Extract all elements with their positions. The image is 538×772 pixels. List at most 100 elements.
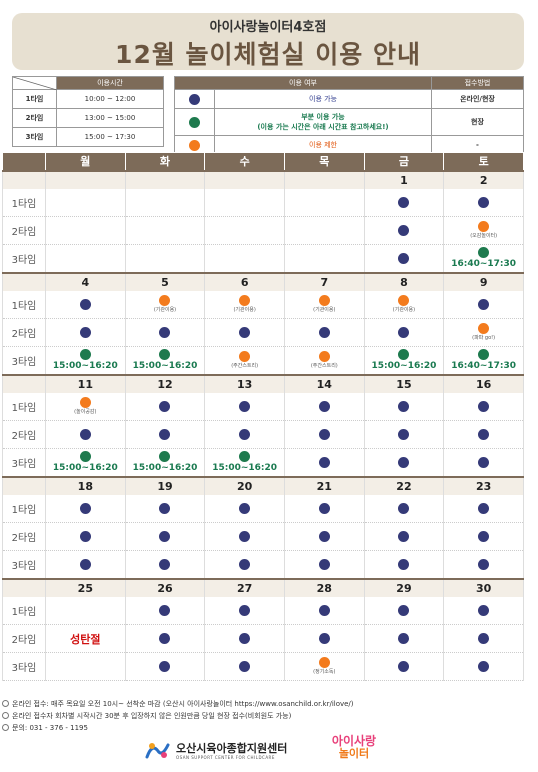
slot-label: 2타임 bbox=[2, 522, 46, 551]
slot-cell bbox=[363, 652, 445, 681]
slot-time: 15:00~16:20 bbox=[52, 462, 118, 473]
date-cell: 29 bbox=[363, 577, 445, 597]
slot-cell: 15:00~16:20 bbox=[45, 346, 126, 375]
slot-cell bbox=[204, 216, 285, 245]
slot-label: 3타임 bbox=[2, 346, 46, 375]
slot-cell bbox=[283, 596, 365, 625]
time-label: 1타임 bbox=[12, 89, 57, 109]
slot-cell bbox=[124, 392, 206, 421]
date-cell: 12 bbox=[124, 373, 206, 393]
slot-cell bbox=[204, 596, 285, 625]
slot-note: (파파 go!) bbox=[472, 335, 496, 341]
restricted-dot-icon bbox=[318, 294, 330, 306]
slot-label: 2타임 bbox=[2, 318, 46, 347]
date-cell: 14 bbox=[283, 373, 365, 393]
time-row: 2타임 13:00 ~ 15:00 bbox=[12, 108, 164, 128]
legend-method: 온라인/현장 bbox=[431, 89, 524, 109]
restricted-dot-icon bbox=[189, 139, 200, 151]
available-dot-icon bbox=[79, 558, 91, 570]
time-value: 10:00 ~ 12:00 bbox=[56, 89, 164, 109]
slot-cell bbox=[363, 244, 445, 273]
calendar-table: 월 화 수 목 금 토 1 2 1타임 2타임 (오감놀이터) 3타임 16:40~17:3… bbox=[2, 152, 524, 681]
available-dot-icon bbox=[239, 661, 251, 672]
time-value: 15:00 ~ 17:30 bbox=[56, 127, 164, 147]
available-dot-icon bbox=[478, 456, 490, 468]
available-dot-icon bbox=[159, 604, 171, 616]
slot-cell bbox=[204, 420, 285, 449]
slot-cell bbox=[443, 188, 524, 217]
slot-cell bbox=[283, 318, 365, 347]
slot-cell bbox=[204, 624, 285, 653]
slot-label: 1타임 bbox=[2, 392, 46, 421]
slot-cell: (오감놀이터) bbox=[443, 216, 524, 245]
note-line: 문의: 031 - 376 - 1195 bbox=[2, 722, 536, 734]
available-dot-icon bbox=[79, 327, 91, 338]
note-text: 온라인 접수: 매주 목요일 오전 10시~ 선착순 마감 (오산시 아이사랑놀… bbox=[12, 700, 354, 708]
available-dot-icon bbox=[159, 502, 171, 514]
legend-row: 이용 가능 온라인/현장 bbox=[174, 89, 524, 109]
ilove-playground-logo: 아이사랑 놀이터 bbox=[322, 734, 386, 766]
note-line: 온라인 접수자 회차별 시작시간 30분 후 입장하지 않은 인원만큼 당일 현… bbox=[2, 710, 536, 722]
slot-cell bbox=[45, 216, 126, 245]
available-dot-icon bbox=[159, 429, 171, 440]
restricted-dot-icon bbox=[398, 294, 410, 306]
date-cell: 2 bbox=[443, 169, 524, 189]
time-row: 1타임 10:00 ~ 12:00 bbox=[12, 89, 164, 109]
weekday-header: 화 bbox=[124, 152, 206, 171]
slot-cell bbox=[124, 244, 206, 273]
available-dot-icon bbox=[478, 633, 490, 644]
legend-subtext: (이용 가는 시간은 아래 시간표 참고하세요!) bbox=[257, 123, 389, 131]
slot-cell bbox=[443, 596, 524, 625]
slot-cell bbox=[45, 522, 126, 551]
slot-cell bbox=[45, 188, 126, 217]
available-dot-icon bbox=[398, 225, 410, 236]
footer-notes: 온라인 접수: 매주 목요일 오전 10시~ 선착순 마감 (오산시 아이사랑놀… bbox=[2, 698, 536, 734]
slot-cell bbox=[283, 216, 365, 245]
available-dot-icon bbox=[79, 531, 91, 542]
slot-cell bbox=[283, 448, 365, 477]
slot-cell: (주간스트리) bbox=[204, 346, 285, 375]
available-dot-icon bbox=[159, 558, 171, 570]
slot-row: 1타임 bbox=[2, 494, 524, 523]
slot-cell bbox=[204, 244, 285, 273]
restricted-dot-icon bbox=[318, 350, 330, 362]
slot-cell: 15:00~16:20 bbox=[204, 448, 285, 477]
date-cell: 15 bbox=[363, 373, 445, 393]
weekday-header: 토 bbox=[443, 152, 524, 171]
slot-cell bbox=[363, 494, 445, 523]
date-cell: 22 bbox=[363, 475, 445, 495]
bullet-circle-icon bbox=[2, 712, 9, 719]
slot-cell bbox=[283, 244, 365, 273]
slot-cell bbox=[45, 318, 126, 347]
org-title: 아이사랑놀이터4호점 bbox=[209, 20, 327, 35]
partial-dot-icon bbox=[478, 246, 490, 258]
available-dot-icon bbox=[318, 604, 330, 616]
available-dot-icon bbox=[159, 531, 171, 542]
date-cell: 27 bbox=[204, 577, 285, 597]
slot-cell: 15:00~16:20 bbox=[124, 346, 206, 375]
slot-cell bbox=[363, 188, 445, 217]
slot-label: 1타임 bbox=[2, 290, 46, 319]
slot-cell bbox=[204, 392, 285, 421]
slot-row: 3타임 15:00~16:20 15:00~16:20 (주간스트리) (주간스트리) 1… bbox=[2, 346, 524, 375]
slot-cell: 16:40~17:30 bbox=[443, 346, 524, 375]
partial-dot-icon bbox=[159, 348, 171, 360]
date-cell: 1 bbox=[363, 169, 445, 189]
slot-row: 3타임 15:00~16:20 15:00~16:20 15:00~16:20 bbox=[2, 448, 524, 477]
slot-cell bbox=[283, 392, 365, 421]
slot-time: 15:00~16:20 bbox=[52, 360, 118, 371]
slot-cell bbox=[363, 522, 445, 551]
available-dot-icon bbox=[398, 502, 410, 514]
partial-dot-icon bbox=[79, 450, 91, 462]
date-cell bbox=[283, 169, 365, 189]
slot-cell bbox=[443, 550, 524, 579]
slot-cell bbox=[124, 318, 206, 347]
slot-label: 2타임 bbox=[2, 420, 46, 449]
available-dot-icon bbox=[478, 429, 490, 440]
header-banner: 아이사랑놀이터4호점 12월 놀이체험실 이용 안내 bbox=[12, 13, 524, 70]
slot-cell bbox=[283, 624, 365, 653]
slot-cell bbox=[283, 494, 365, 523]
slot-cell bbox=[45, 420, 126, 449]
slot-cell bbox=[363, 624, 445, 653]
